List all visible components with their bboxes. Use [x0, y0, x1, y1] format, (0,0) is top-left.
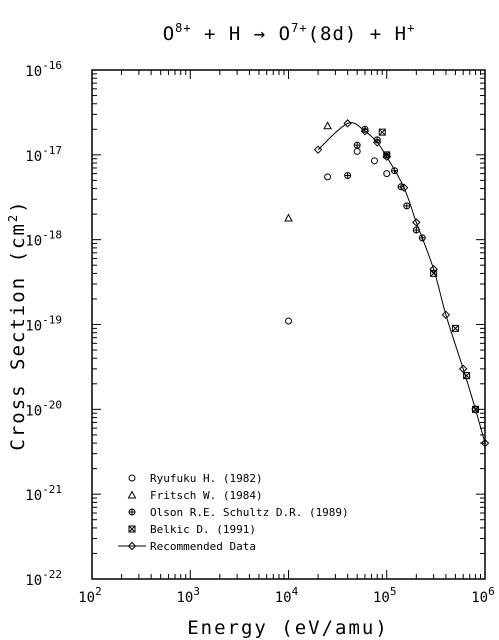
data-point-circle	[370, 157, 378, 165]
legend-label: Olson R.E. Schultz D.R. (1989)	[150, 506, 349, 519]
x-tick-label: 102	[78, 585, 101, 606]
data-point-x-box	[463, 372, 471, 380]
x-tick-label: 105	[373, 585, 396, 606]
data-point-diamond	[313, 145, 323, 154]
recommended-curve	[317, 122, 486, 444]
y-tick-label: 10-16	[25, 59, 62, 80]
data-point-circle	[324, 173, 332, 181]
legend-marker	[128, 525, 136, 533]
x-tick-label: 106	[471, 585, 494, 606]
legend-label: Fritsch W. (1984)	[150, 489, 263, 502]
legend-marker	[127, 490, 137, 499]
data-point-circle-plus	[391, 167, 399, 175]
data-point-circle-plus	[353, 141, 361, 149]
y-tick-labels: 10-22 10-21 10-20 10-19 10-18 10-17 10-16	[25, 59, 62, 589]
data-point-diamond	[471, 405, 480, 414]
x-tick-labels: 102 103 104 105 106	[78, 585, 494, 606]
chart-title: O8+ + H → O7+(8d) + H+	[163, 21, 416, 45]
data-point-circle	[353, 147, 361, 155]
data-point-diamond	[480, 438, 490, 448]
data-point-circle-plus	[403, 202, 411, 210]
x-axis-label: Energy (eV/amu)	[187, 617, 389, 639]
legend-label: Recommended Data	[150, 540, 256, 553]
data-point-diamond	[343, 119, 352, 128]
data-point-triangle	[284, 213, 293, 222]
legend: Ryufuku H. (1982) Fritsch W. (1984) Olson …	[118, 472, 349, 553]
data-point-diamond	[373, 138, 382, 147]
legend-marker	[127, 541, 137, 551]
data-point-circle-plus	[412, 226, 420, 234]
data-point-diamond	[412, 218, 421, 227]
x-tick-label: 103	[177, 585, 200, 606]
y-axis-label: Cross Section (cm2)	[6, 199, 29, 450]
data-point-circle	[383, 170, 391, 178]
data-point-x-box	[378, 128, 386, 136]
data-point-diamond	[360, 126, 370, 136]
data-point-diamond	[441, 310, 451, 320]
y-tick-label: 10-17	[25, 144, 62, 165]
data-point-x-box	[430, 269, 438, 277]
legend-marker	[128, 474, 136, 482]
x-tick-label: 104	[275, 585, 299, 606]
legend-label: Ryufuku H. (1982)	[150, 472, 263, 485]
legend-marker	[128, 508, 136, 516]
data-point-diamond	[458, 364, 468, 374]
data-point-triangle	[323, 121, 332, 130]
axis-ticks	[91, 69, 486, 580]
data-point-circle-plus	[373, 136, 381, 144]
legend-label: Belkic D. (1991)	[150, 523, 256, 536]
data-point-circle-plus	[418, 234, 426, 242]
data-point-diamond	[399, 183, 409, 192]
y-tick-label: 10-22	[25, 568, 62, 589]
plot-frame	[91, 69, 486, 580]
y-tick-label: 10-21	[25, 483, 62, 504]
data-point-circle-plus	[344, 172, 352, 179]
data-markers	[284, 119, 490, 448]
data-point-circle	[285, 317, 292, 325]
y-tick-label: 10-19	[25, 314, 62, 335]
data-point-x-box	[451, 324, 459, 332]
y-tick-label: 10-20	[25, 398, 62, 419]
data-point-diamond	[382, 152, 391, 161]
data-point-diamond	[429, 264, 438, 274]
y-tick-label: 10-18	[25, 229, 62, 250]
